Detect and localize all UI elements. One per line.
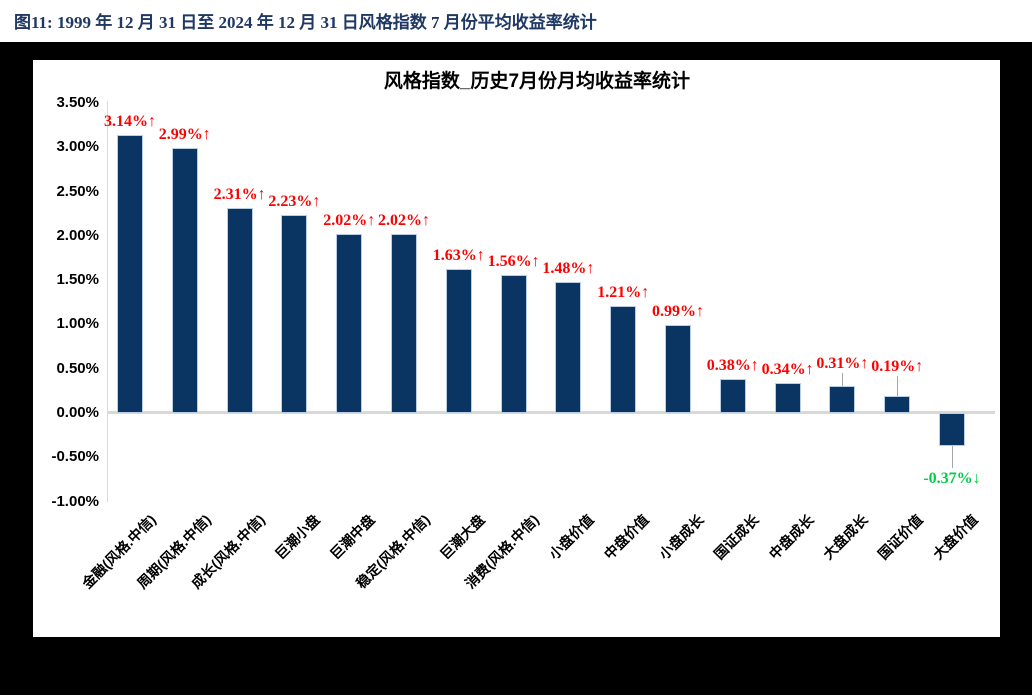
bar (171, 148, 198, 413)
y-axis-tick-label: -1.00% (51, 492, 99, 510)
bar (500, 274, 527, 413)
x-axis-category-label: 巨潮中盘 (327, 511, 378, 563)
label-leader-line (952, 445, 953, 468)
bar-chart: 风格指数_历史7月份月均收益率统计 3.50% 3.00% 2.50% 2.00% 1.… (33, 60, 1000, 637)
bar (665, 325, 691, 413)
y-axis-tick-label: 3.50% (56, 94, 99, 111)
bar (117, 134, 143, 413)
figure-caption: 图11: 1999 年 12 月 31 日至 2024 年 12 月 31 日风… (14, 13, 597, 32)
bar-value-label: 1.48%↑ (542, 259, 595, 277)
x-axis-zero-line (107, 411, 995, 414)
label-leader-line (897, 376, 899, 397)
bar (445, 268, 472, 413)
y-axis-tick-label: 0.00% (56, 404, 99, 421)
bar (884, 396, 911, 413)
bar-value-label: 0.19%↑ (871, 358, 924, 376)
x-axis-category-label: 大盘成长 (820, 511, 872, 563)
y-axis-line (107, 101, 108, 502)
bar-value-label: 2.02%↑ (378, 212, 430, 230)
bar-value-label: -0.37%↓ (923, 469, 981, 487)
chart-title: 风格指数_历史7月份月均收益率统计 (383, 71, 691, 92)
chart-area: 风格指数_历史7月份月均收益率统计 3.50% 3.00% 2.50% 2.00% 1.… (33, 60, 1000, 637)
bar-value-label: 1.21%↑ (597, 283, 650, 301)
y-axis-tick-label: 0.50% (56, 359, 99, 377)
x-axis-category-label: 巨潮大盘 (436, 511, 488, 563)
bar (829, 385, 856, 413)
x-axis-category-label: 中盘价值 (601, 511, 652, 563)
bar (281, 215, 308, 413)
bar (555, 281, 582, 413)
bar (336, 234, 363, 413)
y-axis-tick-label: 2.50% (56, 182, 99, 200)
y-axis-tick-label: 1.50% (56, 271, 99, 289)
y-axis-tick-label: -0.50% (51, 448, 99, 466)
bar-value-label: 2.23%↑ (268, 193, 321, 211)
bar (939, 413, 965, 446)
x-axis-category-label: 国证价值 (875, 511, 926, 563)
x-axis-category-label: 小盘价值 (546, 511, 598, 563)
figure-title-strip: 图11: 1999 年 12 月 31 日至 2024 年 12 月 31 日风… (0, 0, 1032, 42)
label-leader-line (842, 372, 844, 386)
y-axis-tick-label: 3.00% (56, 138, 99, 156)
bar-value-label: 0.31%↑ (816, 354, 869, 372)
x-axis-category-label: 巨潮小盘 (272, 511, 324, 563)
bar (774, 382, 801, 413)
x-axis-category-label: 国证成长 (710, 511, 762, 563)
x-axis-category-label: 大盘价值 (929, 511, 981, 563)
x-axis-category-label: 小盘成长 (655, 511, 707, 563)
bar-value-label: 1.63%↑ (432, 246, 485, 264)
bar (391, 234, 417, 413)
bar-value-label: 2.31%↑ (213, 186, 266, 204)
bar-value-label: 1.56%↑ (487, 252, 540, 270)
y-axis-tick-label: 2.00% (56, 226, 99, 244)
bar-value-label: 3.14%↑ (104, 112, 156, 130)
bar-value-label: 2.02%↑ (323, 212, 376, 230)
bar-value-label: 0.38%↑ (706, 357, 759, 375)
bar (719, 379, 746, 413)
x-axis-category-label: 中盘成长 (765, 511, 817, 563)
bar-value-label: 0.99%↑ (652, 303, 704, 321)
y-axis-tick-label: 1.00% (56, 315, 99, 333)
bar (226, 208, 253, 413)
bar (610, 305, 637, 413)
bar-value-label: 2.99%↑ (158, 126, 211, 144)
bar-value-label: 0.34%↑ (761, 360, 814, 378)
